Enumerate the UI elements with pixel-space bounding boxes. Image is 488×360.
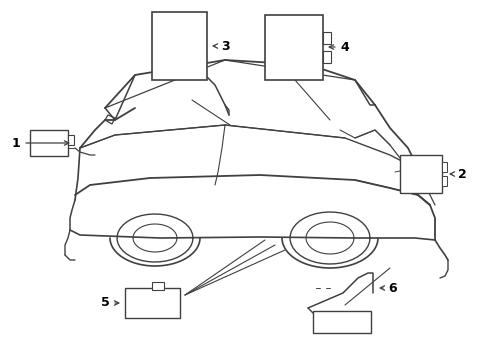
Bar (152, 12, 206, 80)
Text: 2: 2 (449, 167, 466, 180)
Text: 1: 1 (12, 136, 69, 149)
Text: 5: 5 (101, 297, 119, 310)
Bar (399, 155, 441, 193)
Bar (323, 51, 330, 63)
Bar (312, 311, 370, 333)
Text: 6: 6 (379, 282, 397, 294)
Text: 3: 3 (213, 40, 229, 53)
Bar (441, 176, 446, 186)
Bar (264, 15, 323, 80)
Bar (441, 162, 446, 172)
Bar (30, 130, 68, 156)
Bar (125, 288, 180, 318)
Bar (152, 282, 163, 290)
Text: 4: 4 (328, 41, 348, 54)
Bar (68, 135, 74, 145)
Bar (323, 32, 330, 44)
